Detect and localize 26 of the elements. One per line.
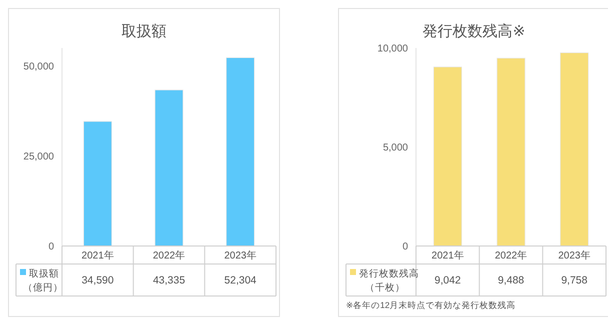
x-tick-label: 2023年: [224, 250, 256, 262]
legend-label: 取扱額（億円）: [23, 267, 63, 294]
bar: [226, 57, 255, 246]
chart-title: 取扱額: [122, 23, 166, 40]
y-tick-label: 5,000: [382, 142, 408, 154]
y-tick-label: 0: [402, 242, 408, 252]
data-label: 43,335: [152, 274, 186, 287]
chart-title: 発行枚数残高※: [422, 23, 526, 40]
data-label: 9,488: [498, 274, 524, 287]
text: ※各年の12月末時点で有効な発行枚数残高: [346, 300, 516, 310]
y-tick-label: 10,000: [377, 44, 408, 54]
bar: [154, 90, 184, 246]
legend-label: 発行枚数残高（千枚）: [359, 267, 419, 294]
data-label: 9,758: [561, 274, 588, 287]
y-tick-label: 25,000: [23, 152, 54, 162]
x-tick-label: 2022年: [152, 250, 186, 262]
x-tick-label: 2021年: [82, 250, 114, 262]
x-tick-label: 2023年: [558, 250, 590, 262]
data-label: 9,042: [434, 274, 461, 287]
y-tick-label: 50,000: [23, 62, 54, 72]
data-label: 52,304: [224, 274, 257, 287]
bar: [83, 121, 112, 246]
y-tick-label: 0: [48, 242, 54, 252]
x-tick-label: 2022年: [494, 250, 528, 262]
x-tick-label: 2021年: [432, 250, 464, 262]
data-label: 34,590: [82, 274, 114, 287]
